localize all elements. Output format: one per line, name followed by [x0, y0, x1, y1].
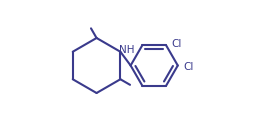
Text: NH: NH: [119, 45, 135, 55]
Text: Cl: Cl: [183, 62, 193, 72]
Text: Cl: Cl: [171, 39, 182, 49]
